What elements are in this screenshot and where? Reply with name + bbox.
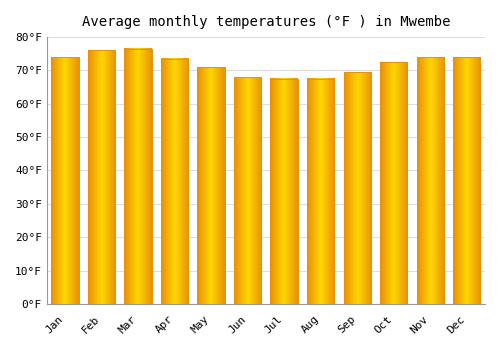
Bar: [307, 79, 334, 304]
Bar: [380, 62, 407, 304]
Title: Average monthly temperatures (°F ) in Mwembe: Average monthly temperatures (°F ) in Mw…: [82, 15, 450, 29]
Bar: [198, 67, 225, 304]
Bar: [161, 59, 188, 304]
Bar: [234, 77, 262, 304]
Bar: [416, 57, 444, 304]
Bar: [52, 57, 79, 304]
Bar: [88, 50, 116, 304]
Bar: [270, 79, 298, 304]
Bar: [124, 49, 152, 304]
Bar: [453, 57, 480, 304]
Bar: [344, 72, 371, 304]
